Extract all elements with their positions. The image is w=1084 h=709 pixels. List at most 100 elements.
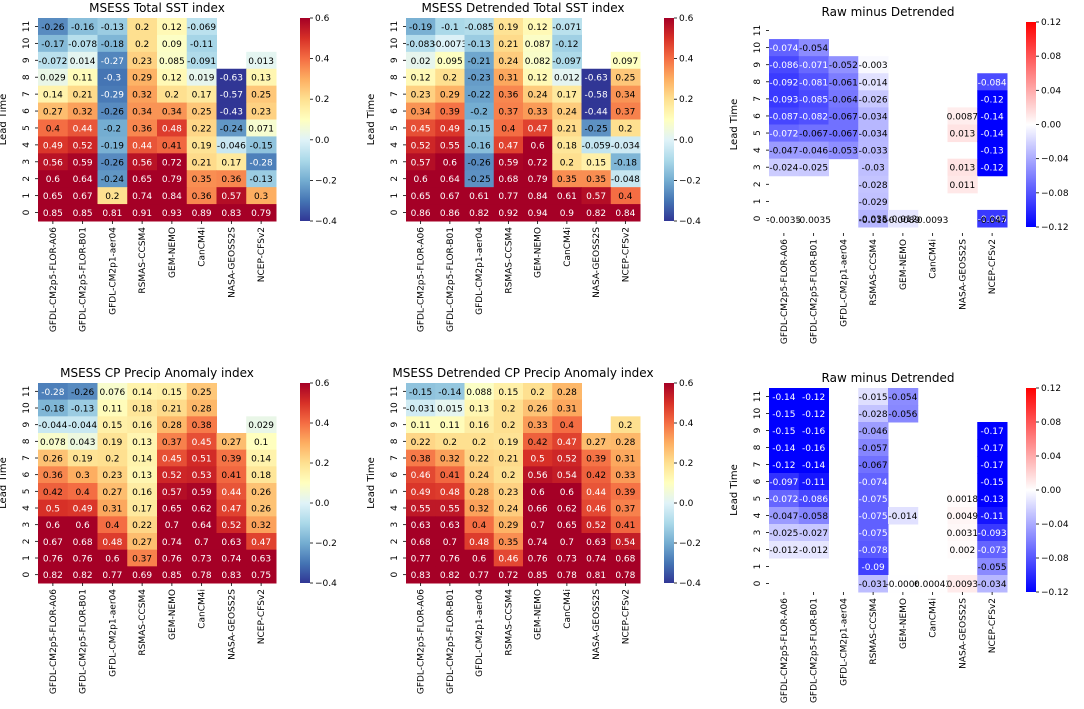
cell-label: -0.027 xyxy=(799,529,828,539)
cell-label: -0.072 xyxy=(38,57,67,67)
heatmap-cell xyxy=(157,433,188,451)
cell-label: 0.77 xyxy=(411,555,431,565)
heatmap-cell xyxy=(38,68,69,87)
y-tick-label: 2 xyxy=(22,176,32,182)
x-tick-label: GFDL-CM2p5-FLOR-A06 xyxy=(417,227,427,332)
heatmap-cell xyxy=(977,541,1008,559)
heatmap-cell xyxy=(610,449,641,467)
heatmap-cell xyxy=(406,170,436,188)
cell-label: -0.014 xyxy=(859,78,888,88)
y-tick-label: 6 xyxy=(22,472,32,478)
cell-label: 0.59 xyxy=(73,158,93,168)
cell-label: 0.25 xyxy=(251,91,271,101)
heatmap-cell xyxy=(610,153,641,171)
cell-label: -0.19 xyxy=(409,23,433,33)
chart-title: MSESS CP Precip Anomaly index xyxy=(60,366,254,380)
cell-label: -0.16 xyxy=(802,444,826,454)
heatmap-cell xyxy=(769,439,800,457)
cell-label: 0.79 xyxy=(251,209,271,219)
cell-label: 0.097 xyxy=(612,57,638,67)
heatmap-cell xyxy=(246,187,277,205)
cell-label: 0.45 xyxy=(411,124,431,134)
heatmap-cell xyxy=(581,170,612,188)
y-tick-label: 0 xyxy=(390,572,400,578)
cell-label: 0.57 xyxy=(221,192,241,202)
cell-label: 0.29 xyxy=(498,521,518,531)
cell-label: 0.34 xyxy=(132,108,152,118)
heatmap-cell xyxy=(406,433,436,451)
cell-label: -0.63 xyxy=(220,74,243,84)
heatmap-cell xyxy=(97,566,128,584)
cell-label: 0.013 xyxy=(949,164,975,174)
cell-label: -0.17 xyxy=(980,461,1003,471)
heatmap-cell xyxy=(186,204,217,222)
heatmap-cell xyxy=(127,516,158,534)
x-tick-label: RSMAS-CCSM4 xyxy=(138,589,148,656)
heatmap-cell xyxy=(493,566,524,584)
heatmap-cell xyxy=(493,119,524,137)
cell-label: 0.14 xyxy=(251,455,271,465)
heatmap-cell xyxy=(186,119,217,137)
y-tick-label: 3 xyxy=(22,159,32,165)
heatmap-cell xyxy=(186,34,217,53)
heatmap-cell xyxy=(406,34,436,53)
heatmap-cell xyxy=(216,533,247,551)
heatmap-cell xyxy=(858,490,889,508)
cell-label: 0.2 xyxy=(105,192,119,202)
cell-label: 0.82 xyxy=(73,571,93,581)
heatmap-cell xyxy=(947,575,978,593)
heatmap-cell xyxy=(38,416,69,434)
heatmap-cell xyxy=(216,483,247,501)
heatmap-cell xyxy=(493,466,524,484)
y-tick-label: 7 xyxy=(753,462,763,468)
heatmap-cell xyxy=(464,204,495,222)
heatmap-cell xyxy=(406,119,436,137)
heatmap-cell xyxy=(769,490,800,508)
heatmap-cell xyxy=(435,499,465,517)
y-tick-label: 7 xyxy=(390,455,400,461)
cell-label: -0.13 xyxy=(101,23,124,33)
heatmap-cell xyxy=(406,383,436,401)
x-tick-label: RSMAS-CCSM4 xyxy=(869,239,879,306)
cell-label: 0.37 xyxy=(615,108,635,118)
heatmap-cell xyxy=(523,187,553,205)
chart-title: MSESS Detrended Total SST index xyxy=(421,1,624,15)
heatmap-cell xyxy=(493,533,524,551)
heatmap-cell xyxy=(828,124,859,143)
y-tick-label: 1 xyxy=(22,193,32,199)
heatmap-cell xyxy=(67,466,98,484)
cell-label: 0.23 xyxy=(132,57,152,67)
cell-label: 0.39 xyxy=(586,455,606,465)
cell-label: -0.093 xyxy=(769,95,798,105)
heatmap-cell xyxy=(769,473,800,491)
cell-label: 0.014 xyxy=(70,57,96,67)
cell-label: 0.52 xyxy=(557,455,577,465)
heatmap-cell xyxy=(38,399,69,417)
cell-label: -0.075 xyxy=(859,529,888,539)
heatmap-cell xyxy=(186,170,217,188)
y-axis-label: Lead Time xyxy=(366,94,377,146)
y-tick-label: 8 xyxy=(22,438,32,444)
y-tick-label: 6 xyxy=(753,478,763,484)
cell-label: 0.19 xyxy=(102,438,122,448)
heatmap-cell xyxy=(610,119,641,137)
x-tick-label: GFDL-CM2p1-aer04 xyxy=(108,227,118,315)
heatmap-cell xyxy=(67,85,98,104)
cell-label: 0.38 xyxy=(411,455,431,465)
y-tick-label: 0 xyxy=(753,580,763,586)
heatmap-cell xyxy=(523,85,553,104)
heatmap-cell xyxy=(581,566,612,584)
heatmap-cell xyxy=(246,136,277,154)
cell-label: 0.89 xyxy=(192,209,212,219)
heatmap-cell xyxy=(246,416,277,434)
chart-title: Raw minus Detrended xyxy=(822,371,955,385)
heatmap-cell xyxy=(127,102,158,120)
cell-label: 0.46 xyxy=(586,505,606,515)
cell-label: -0.14 xyxy=(980,112,1004,122)
heatmap-cell xyxy=(127,399,158,417)
cell-label: -0.028 xyxy=(859,410,888,420)
heatmap-cell xyxy=(127,85,158,104)
heatmap-cell xyxy=(435,187,465,205)
cell-label: 0.19 xyxy=(498,438,518,448)
heatmap-cell xyxy=(464,102,495,120)
